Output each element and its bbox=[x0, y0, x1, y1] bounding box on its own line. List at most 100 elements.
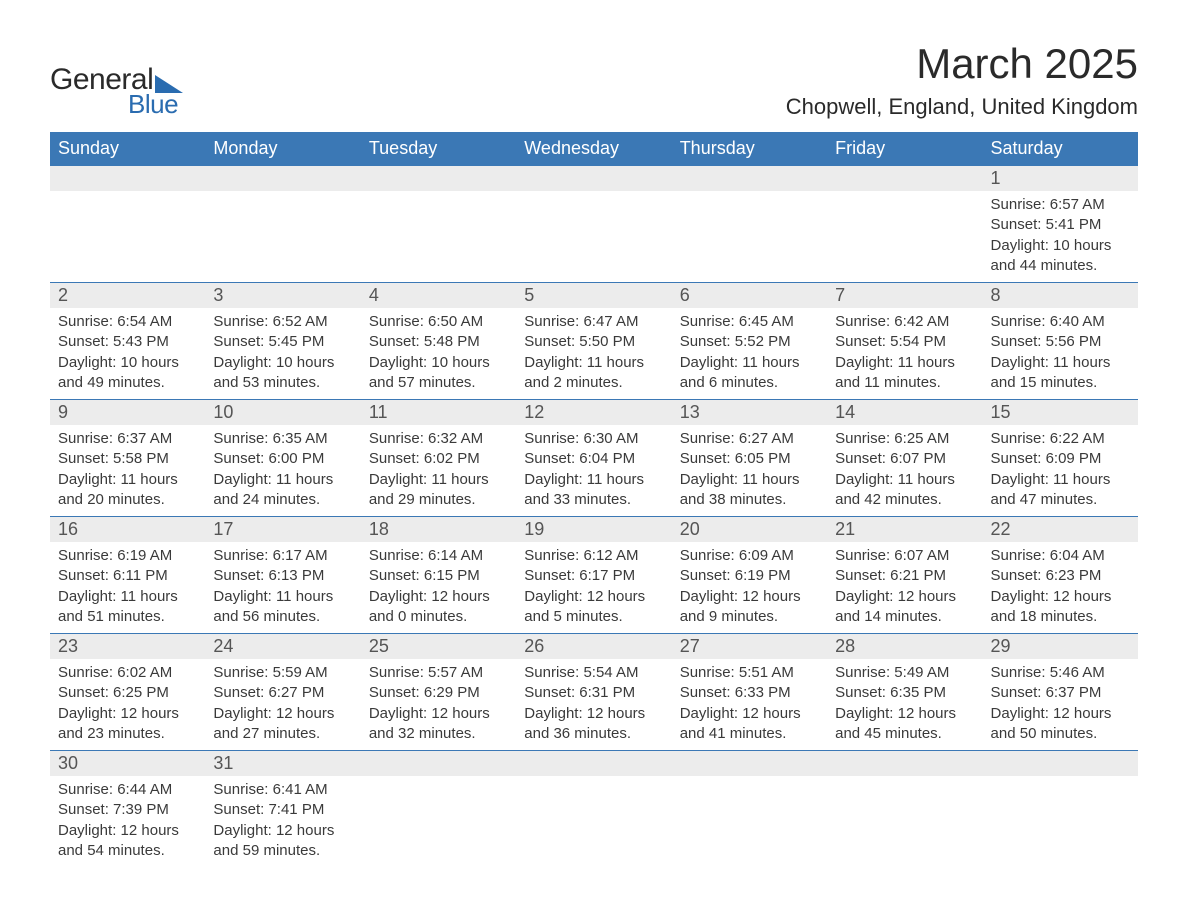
calendar-day-cell: 12Sunrise: 6:30 AMSunset: 6:04 PMDayligh… bbox=[516, 400, 671, 517]
calendar-day-cell: 19Sunrise: 6:12 AMSunset: 6:17 PMDayligh… bbox=[516, 517, 671, 634]
sunset-line: Sunset: 6:21 PM bbox=[835, 566, 974, 586]
calendar-day-cell: 31Sunrise: 6:41 AMSunset: 7:41 PMDayligh… bbox=[205, 751, 360, 868]
sunrise-line: Sunrise: 6:54 AM bbox=[58, 312, 197, 332]
daylight-line: Daylight: 12 hours and 32 minutes. bbox=[369, 704, 508, 745]
day-body: Sunrise: 6:27 AMSunset: 6:05 PMDaylight:… bbox=[672, 425, 827, 516]
sunrise-line: Sunrise: 6:45 AM bbox=[680, 312, 819, 332]
sunset-line: Sunset: 5:50 PM bbox=[524, 332, 663, 352]
sunrise-line: Sunrise: 6:47 AM bbox=[524, 312, 663, 332]
weekday-header: Saturday bbox=[983, 132, 1138, 166]
day-number bbox=[827, 751, 982, 776]
day-body bbox=[516, 191, 671, 261]
day-number: 18 bbox=[361, 517, 516, 542]
daylight-line: Daylight: 11 hours and 33 minutes. bbox=[524, 470, 663, 511]
day-number: 27 bbox=[672, 634, 827, 659]
daylight-line: Daylight: 11 hours and 20 minutes. bbox=[58, 470, 197, 511]
day-number: 6 bbox=[672, 283, 827, 308]
day-number: 17 bbox=[205, 517, 360, 542]
sunrise-line: Sunrise: 6:52 AM bbox=[213, 312, 352, 332]
calendar-day-cell bbox=[516, 166, 671, 283]
day-body: Sunrise: 6:44 AMSunset: 7:39 PMDaylight:… bbox=[50, 776, 205, 867]
sunrise-line: Sunrise: 6:57 AM bbox=[991, 195, 1130, 215]
day-body: Sunrise: 6:07 AMSunset: 6:21 PMDaylight:… bbox=[827, 542, 982, 633]
day-body: Sunrise: 6:04 AMSunset: 6:23 PMDaylight:… bbox=[983, 542, 1138, 633]
calendar-day-cell: 9Sunrise: 6:37 AMSunset: 5:58 PMDaylight… bbox=[50, 400, 205, 517]
calendar-day-cell: 7Sunrise: 6:42 AMSunset: 5:54 PMDaylight… bbox=[827, 283, 982, 400]
day-number: 1 bbox=[983, 166, 1138, 191]
day-body: Sunrise: 5:46 AMSunset: 6:37 PMDaylight:… bbox=[983, 659, 1138, 750]
sunset-line: Sunset: 5:54 PM bbox=[835, 332, 974, 352]
daylight-line: Daylight: 12 hours and 54 minutes. bbox=[58, 821, 197, 862]
sunrise-line: Sunrise: 5:59 AM bbox=[213, 663, 352, 683]
sunset-line: Sunset: 6:25 PM bbox=[58, 683, 197, 703]
daylight-line: Daylight: 12 hours and 45 minutes. bbox=[835, 704, 974, 745]
calendar-day-cell bbox=[672, 751, 827, 868]
sunset-line: Sunset: 5:52 PM bbox=[680, 332, 819, 352]
sunrise-line: Sunrise: 6:30 AM bbox=[524, 429, 663, 449]
day-body: Sunrise: 6:17 AMSunset: 6:13 PMDaylight:… bbox=[205, 542, 360, 633]
sunset-line: Sunset: 5:58 PM bbox=[58, 449, 197, 469]
day-number: 15 bbox=[983, 400, 1138, 425]
day-number: 29 bbox=[983, 634, 1138, 659]
calendar-week-row: 2 Sunrise: 6:54 AMSunset: 5:43 PM Daylight… bbox=[50, 283, 1138, 400]
day-number bbox=[361, 166, 516, 191]
sunset-line: Sunset: 6:13 PM bbox=[213, 566, 352, 586]
day-body: Sunrise: 6:30 AMSunset: 6:04 PMDaylight:… bbox=[516, 425, 671, 516]
calendar-week-row: 30Sunrise: 6:44 AMSunset: 7:39 PMDayligh… bbox=[50, 751, 1138, 868]
day-number: 25 bbox=[361, 634, 516, 659]
day-number: 12 bbox=[516, 400, 671, 425]
sunrise-line: Sunrise: 5:49 AM bbox=[835, 663, 974, 683]
day-body bbox=[983, 776, 1138, 846]
sunrise-line: Sunrise: 5:51 AM bbox=[680, 663, 819, 683]
calendar-day-cell: 15Sunrise: 6:22 AMSunset: 6:09 PMDayligh… bbox=[983, 400, 1138, 517]
day-number: 8 bbox=[983, 283, 1138, 308]
daylight-line: Daylight: 11 hours and 15 minutes. bbox=[991, 353, 1130, 394]
day-number: 19 bbox=[516, 517, 671, 542]
daylight-line: Daylight: 12 hours and 18 minutes. bbox=[991, 587, 1130, 628]
calendar-day-cell: 26Sunrise: 5:54 AMSunset: 6:31 PMDayligh… bbox=[516, 634, 671, 751]
calendar-day-cell bbox=[361, 751, 516, 868]
calendar-day-cell: 1Sunrise: 6:57 AMSunset: 5:41 PMDaylight… bbox=[983, 166, 1138, 283]
day-number bbox=[983, 751, 1138, 776]
daylight-line: Daylight: 12 hours and 9 minutes. bbox=[680, 587, 819, 628]
day-number bbox=[827, 166, 982, 191]
day-body bbox=[50, 191, 205, 261]
sunrise-line: Sunrise: 6:14 AM bbox=[369, 546, 508, 566]
day-body bbox=[672, 191, 827, 261]
calendar-day-cell: 3Sunrise: 6:52 AMSunset: 5:45 PMDaylight… bbox=[205, 283, 360, 400]
weekday-header: Friday bbox=[827, 132, 982, 166]
daylight-line: Daylight: 11 hours and 24 minutes. bbox=[213, 470, 352, 511]
sunset-line: Sunset: 5:43 PM bbox=[58, 332, 197, 352]
day-body bbox=[361, 191, 516, 261]
day-body: Sunrise: 6:37 AMSunset: 5:58 PMDaylight:… bbox=[50, 425, 205, 516]
sunrise-line: Sunrise: 6:42 AM bbox=[835, 312, 974, 332]
calendar-day-cell: 27Sunrise: 5:51 AMSunset: 6:33 PMDayligh… bbox=[672, 634, 827, 751]
day-number bbox=[516, 166, 671, 191]
day-body bbox=[516, 776, 671, 846]
sunset-line: Sunset: 6:15 PM bbox=[369, 566, 508, 586]
daylight-line: Daylight: 12 hours and 41 minutes. bbox=[680, 704, 819, 745]
sunset-line: Sunset: 6:27 PM bbox=[213, 683, 352, 703]
daylight-line: Daylight: 12 hours and 14 minutes. bbox=[835, 587, 974, 628]
sunrise-line: Sunrise: 6:19 AM bbox=[58, 546, 197, 566]
day-number: 2 bbox=[50, 283, 205, 308]
day-body: Sunrise: 5:49 AMSunset: 6:35 PMDaylight:… bbox=[827, 659, 982, 750]
sunset-line: Sunset: 7:39 PM bbox=[58, 800, 197, 820]
calendar-day-cell bbox=[983, 751, 1138, 868]
day-body: Sunrise: 6:32 AMSunset: 6:02 PMDaylight:… bbox=[361, 425, 516, 516]
calendar-day-cell: 16Sunrise: 6:19 AMSunset: 6:11 PMDayligh… bbox=[50, 517, 205, 634]
day-body: Sunrise: 6:12 AMSunset: 6:17 PMDaylight:… bbox=[516, 542, 671, 633]
sunrise-line: Sunrise: 6:41 AM bbox=[213, 780, 352, 800]
day-number: 9 bbox=[50, 400, 205, 425]
sunrise-line: Sunrise: 6:27 AM bbox=[680, 429, 819, 449]
calendar-day-cell: 10Sunrise: 6:35 AMSunset: 6:00 PMDayligh… bbox=[205, 400, 360, 517]
day-body bbox=[672, 776, 827, 846]
daylight-line: Daylight: 11 hours and 2 minutes. bbox=[524, 353, 663, 394]
calendar-table: Sunday Monday Tuesday Wednesday Thursday… bbox=[50, 132, 1138, 867]
daylight-line: Daylight: 10 hours and 57 minutes. bbox=[369, 353, 508, 394]
sunrise-line: Sunrise: 6:25 AM bbox=[835, 429, 974, 449]
logo: General Blue bbox=[50, 43, 183, 120]
daylight-line: Daylight: 11 hours and 38 minutes. bbox=[680, 470, 819, 511]
calendar-day-cell: 4Sunrise: 6:50 AMSunset: 5:48 PMDaylight… bbox=[361, 283, 516, 400]
sunset-line: Sunset: 6:05 PM bbox=[680, 449, 819, 469]
